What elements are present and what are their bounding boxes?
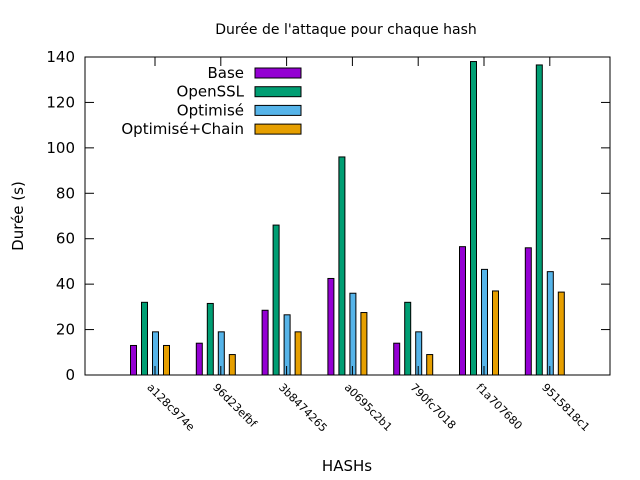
bar-optimis-chain-f1a707680 [492, 290, 499, 376]
y-axis-label: Durée (s) [9, 181, 27, 251]
chart-title: Durée de l'attaque pour chaque hash [215, 22, 477, 38]
legend-label: OpenSSL [177, 83, 245, 101]
bar-openssl-f1a707680 [470, 61, 477, 376]
bar-openssl-790fc7018 [404, 301, 412, 376]
legend-swatch [254, 86, 302, 98]
bar-optimis-chain-a128c974e [163, 344, 170, 376]
bar-openssl-9515818c1 [535, 64, 543, 376]
y-axis: 0 20 40 60 80 100 120 140 [46, 48, 610, 384]
legend-label: Base [207, 64, 244, 82]
bars-group [130, 61, 565, 376]
bar-openssl-3b8474265 [272, 224, 280, 376]
y-tick-label: 0 [65, 366, 75, 384]
bar-base-f1a707680 [459, 246, 466, 376]
bar-openssl-96d23efbf [206, 302, 214, 376]
y-tick-label: 80 [56, 184, 75, 202]
legend-swatch [254, 104, 302, 116]
bar-optimis--3b8474265 [283, 314, 291, 376]
bar-optimis--9515818c1 [546, 271, 554, 376]
x-tick-label: a128c974e [144, 381, 197, 434]
bar-optimis-chain-a0695c2b1 [360, 312, 368, 376]
bar-base-96d23efbf [195, 342, 203, 376]
y-tick-label: 60 [56, 230, 75, 248]
y-tick-label: 20 [56, 321, 75, 339]
legend-swatch [254, 123, 302, 135]
bar-openssl-a128c974e [141, 301, 148, 376]
legend-label: Optimisé+Chain [121, 120, 244, 138]
legend-label: Optimisé [177, 101, 244, 119]
y-tick-label: 120 [46, 93, 75, 111]
bar-base-790fc7018 [393, 342, 401, 376]
x-tick-label: 3b8474265 [276, 381, 330, 435]
bar-optimis--a0695c2b1 [349, 292, 357, 376]
bar-base-a128c974e [130, 344, 137, 376]
x-axis-label: HASHs [322, 457, 372, 475]
x-tick-label: f1a707680 [473, 381, 524, 432]
plot-frame [84, 56, 611, 376]
bar-openssl-a0695c2b1 [338, 156, 346, 376]
bar-optimis--f1a707680 [481, 268, 488, 376]
x-tick-label: 790fc7018 [408, 381, 459, 432]
x-tick-label: 96d23efbf [210, 381, 260, 431]
x-tick-label: 9515818c1 [539, 381, 592, 434]
bar-base-9515818c1 [524, 247, 532, 376]
bar-base-a0695c2b1 [327, 277, 335, 376]
x-tick-label: a0695c2b1 [342, 381, 395, 434]
y-tick-label: 140 [46, 48, 75, 66]
bar-optimis-chain-790fc7018 [426, 354, 434, 376]
bar-optimis-chain-96d23efbf [228, 354, 236, 376]
bar-optimis-chain-3b8474265 [294, 331, 302, 376]
y-tick-label: 40 [56, 275, 75, 293]
bar-base-3b8474265 [261, 309, 269, 376]
y-tick-label: 100 [46, 139, 75, 157]
bar-optimis-chain-9515818c1 [557, 291, 565, 376]
legend-swatch [254, 67, 302, 79]
